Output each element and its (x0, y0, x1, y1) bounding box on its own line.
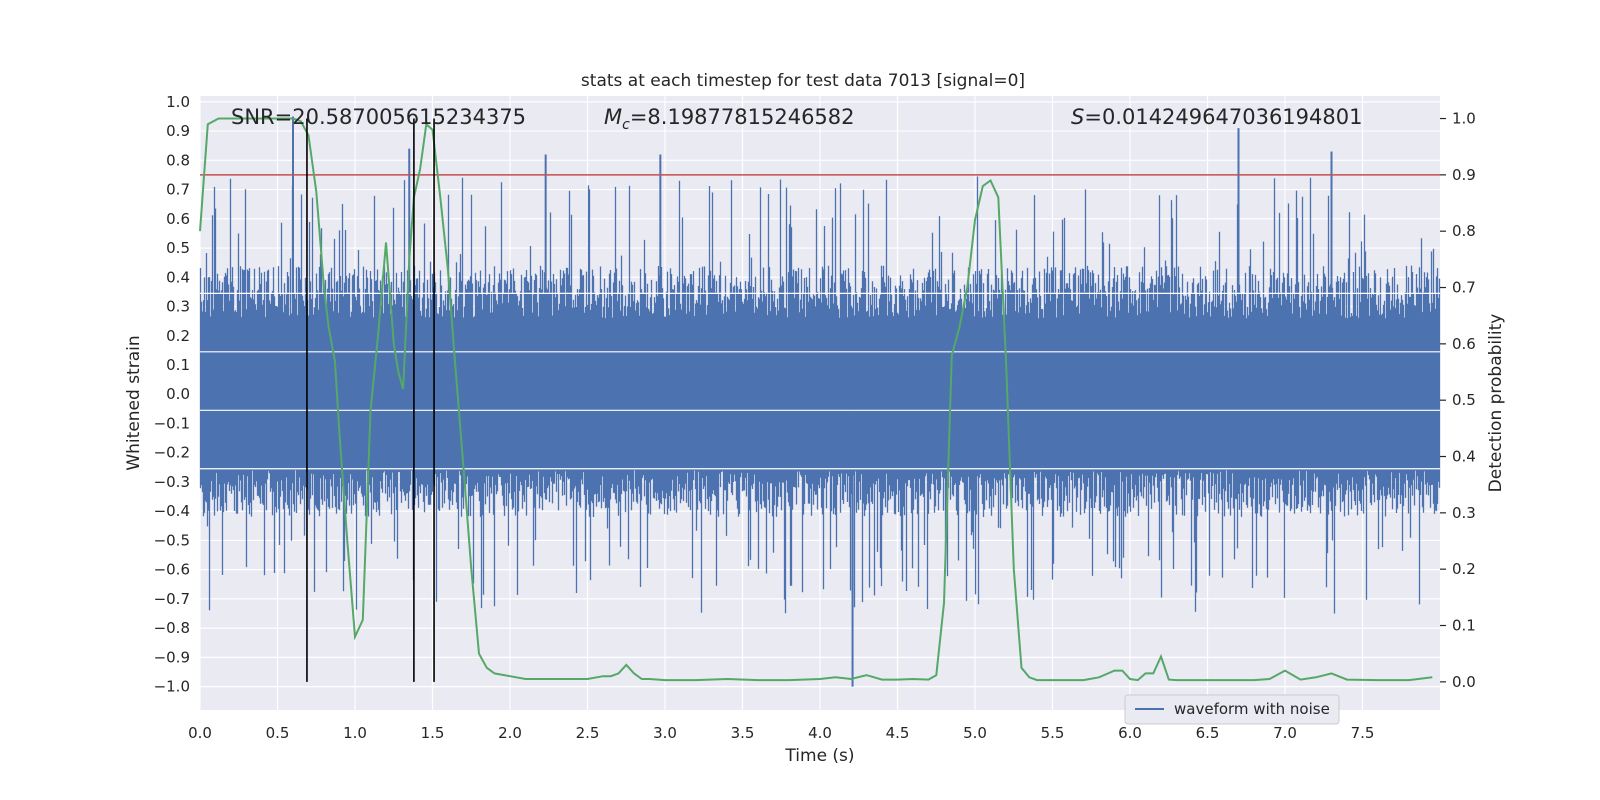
y-left-tick-label: 0.2 (166, 327, 190, 345)
y-right-axis-label: Detection probability (1486, 314, 1506, 493)
x-axis-label: Time (s) (784, 746, 854, 766)
x-tick-label: 5.0 (963, 724, 987, 742)
x-tick-label: 2.5 (576, 724, 600, 742)
x-tick-label: 1.0 (343, 724, 367, 742)
y-left-axis-label: Whitened strain (124, 335, 144, 470)
legend-waveform-label: waveform with noise (1174, 700, 1330, 718)
x-tick-label: 6.5 (1196, 724, 1220, 742)
y-left-tick-label: −0.5 (154, 531, 190, 549)
waveform-series (199, 116, 1441, 687)
y-left-tick-label: 0.5 (166, 239, 190, 257)
y-right-tick-label: 0.0 (1452, 673, 1476, 691)
y-right-ticks: 1.0 0.9 0.8 0.7 0.6 0.5 0.4 0.3 0.2 0.1 0.0 (1440, 110, 1476, 691)
y-left-tick-label: −0.3 (154, 473, 190, 491)
chirp-mass-value: =8.19877815246582 (630, 105, 855, 129)
y-left-tick-label: 0.1 (166, 356, 190, 374)
x-tick-label: 0.0 (188, 724, 212, 742)
score-annotation: S=0.014249647036194801 (1071, 105, 1362, 129)
y-left-tick-label: 0.9 (166, 122, 190, 140)
y-left-tick-label: −0.2 (154, 444, 190, 462)
y-left-tick-label: −0.1 (154, 414, 190, 432)
legend-box (1124, 694, 1340, 725)
x-tick-label: 7.0 (1273, 724, 1297, 742)
x-tick-label: 4.5 (886, 724, 910, 742)
score-value: =0.014249647036194801 (1084, 105, 1362, 129)
y-right-tick-label: 0.8 (1452, 222, 1476, 240)
chirp-mass-annotation: Mc=8.19877815246582 (604, 105, 855, 133)
legend: waveform with noise (1124, 694, 1340, 725)
y-right-tick-label: 0.6 (1452, 335, 1476, 353)
x-tick-label: 4.0 (808, 724, 832, 742)
y-left-tick-label: −0.6 (154, 561, 190, 579)
y-left-tick-label: −0.8 (154, 619, 190, 637)
x-tick-label: 1.5 (421, 724, 445, 742)
detection-probability-line (199, 117, 1433, 682)
x-tick-label: 0.5 (266, 724, 290, 742)
y-left-tick-label: −0.4 (154, 502, 190, 520)
y-right-tick-label: 0.2 (1452, 560, 1476, 578)
y-right-tick-label: 0.4 (1452, 448, 1476, 466)
y-left-tick-label: 0.3 (166, 298, 190, 316)
y-left-tick-label: 0.0 (166, 385, 190, 403)
y-left-tick-label: −0.7 (154, 590, 190, 608)
y-right-tick-label: 0.3 (1452, 504, 1476, 522)
y-left-tick-label: 1.0 (166, 93, 190, 111)
score-symbol: S (1071, 105, 1084, 129)
x-tick-label: 7.5 (1351, 724, 1375, 742)
x-tick-label: 2.0 (498, 724, 522, 742)
y-left-tick-label: −1.0 (154, 678, 190, 696)
snr-annotation: SNR=20.587005615234375 (231, 105, 526, 129)
x-tick-label: 6.0 (1118, 724, 1142, 742)
y-right-tick-label: 0.5 (1452, 391, 1476, 409)
y-left-tick-label: 0.8 (166, 151, 190, 169)
x-tick-label: 5.5 (1041, 724, 1065, 742)
chirp-mass-symbol: M (604, 105, 622, 129)
y-right-tick-label: 0.9 (1452, 166, 1476, 184)
y-right-tick-label: 0.1 (1452, 617, 1476, 635)
chart-title: stats at each timestep for test data 701… (581, 71, 1025, 91)
y-right-tick-label: 1.0 (1452, 110, 1476, 128)
detection-probability-series (199, 117, 1433, 682)
y-left-tick-label: 0.7 (166, 181, 190, 199)
y-left-ticks: 1.0 0.9 0.8 0.7 0.6 0.5 0.4 0.3 0.2 0.1 0.0 −0.1 −0.… (154, 93, 190, 696)
vertical-markers (306, 118, 435, 682)
x-ticks: 0.0 0.5 1.0 1.5 2.0 2.5 3.0 3.5 4.0 4.5 5.0 5.5 6.0 6… (188, 724, 1374, 742)
y-right-tick-label: 0.7 (1452, 279, 1476, 297)
x-tick-label: 3.5 (731, 724, 755, 742)
chirp-mass-subscript: c (622, 117, 630, 133)
x-tick-label: 3.0 (653, 724, 677, 742)
y-left-tick-label: 0.4 (166, 268, 190, 286)
y-left-tick-label: −0.9 (154, 648, 190, 666)
y-left-tick-label: 0.6 (166, 210, 190, 228)
